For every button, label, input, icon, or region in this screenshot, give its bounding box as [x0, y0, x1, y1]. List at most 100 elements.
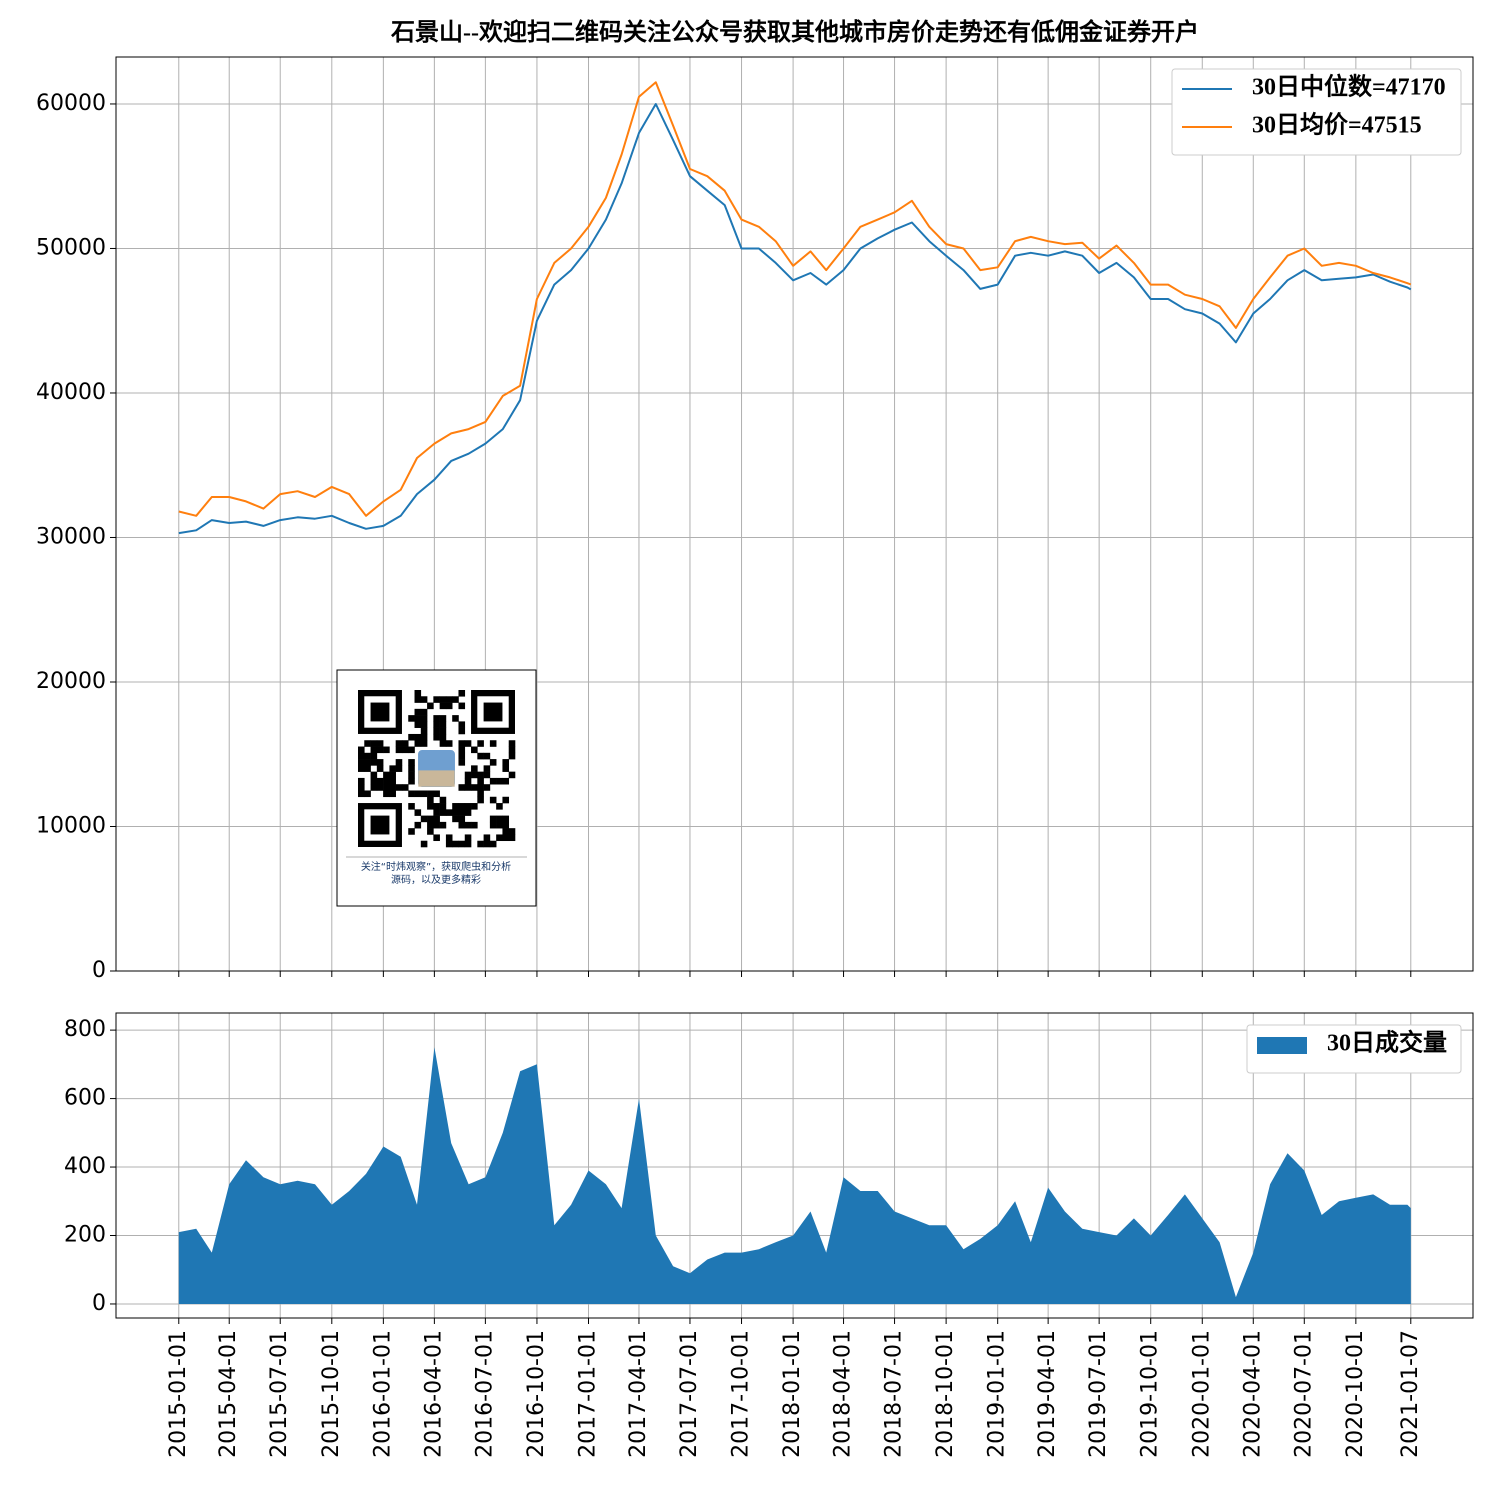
qr-module [489, 777, 497, 785]
qr-module [445, 834, 453, 842]
qr-module [408, 759, 415, 766]
qr-module [376, 746, 384, 754]
qr-module [496, 821, 503, 829]
qr-module [427, 803, 434, 810]
qr-module [489, 759, 497, 766]
qr-module [452, 840, 459, 848]
x-tick-label: 2017-07-01 [677, 1330, 702, 1458]
y-tick-label: 400 [64, 1154, 106, 1179]
qr-module [445, 740, 453, 747]
qr-module [502, 759, 510, 766]
qr-module [458, 690, 466, 697]
y-tick-label: 0 [92, 1291, 106, 1316]
qr-module [408, 746, 415, 754]
qr-module [420, 733, 428, 741]
qr-module [458, 759, 466, 766]
x-tick-label: 2015-01-01 [166, 1330, 191, 1458]
qr-module [458, 702, 466, 710]
qr-module [471, 765, 478, 772]
x-tick-label: 2016-10-01 [524, 1330, 549, 1458]
qr-module [401, 746, 409, 754]
qr-module [508, 746, 516, 754]
y-tick-label: 20000 [36, 669, 106, 694]
qr-module [414, 809, 422, 816]
qr-module [496, 815, 503, 823]
qr-module [483, 784, 491, 791]
qr-module [502, 777, 510, 785]
qr-module [427, 815, 434, 823]
qr-module [508, 740, 516, 747]
qr-module [408, 771, 415, 779]
qr-module [477, 771, 484, 779]
qr-module [452, 815, 459, 823]
qr-module [358, 759, 365, 766]
x-tick-label: 2019-10-01 [1138, 1330, 1163, 1458]
x-tick-label: 2017-10-01 [729, 1330, 754, 1458]
qr-module [389, 790, 396, 798]
y-tick-label: 800 [64, 1017, 106, 1042]
qr-module [408, 765, 415, 772]
qr-module [383, 784, 390, 791]
x-tick-label: 2018-10-01 [933, 1330, 958, 1458]
x-tick-label: 2016-07-01 [472, 1330, 497, 1458]
x-tick-label: 2019-07-01 [1086, 1330, 1111, 1458]
qr-module [408, 733, 415, 741]
qr-module [439, 696, 447, 703]
qr-module [358, 752, 365, 760]
qr-module [489, 840, 497, 848]
qr-module [483, 765, 491, 772]
plot-frame [115, 1012, 1474, 1319]
qr-module [370, 752, 378, 760]
qr-module [458, 740, 466, 747]
qr-module [383, 771, 390, 779]
chart-title: 石景山--欢迎扫二维码关注公众号获取其他城市房价走势还有低佣金证券开户 [390, 18, 1199, 46]
qr-module [364, 790, 371, 798]
qr-module [439, 715, 447, 722]
x-tick-label: 2017-04-01 [626, 1330, 651, 1458]
legend-label: 30日成交量 [1327, 1029, 1447, 1057]
y-tick-label: 600 [64, 1086, 106, 1111]
qr-module [389, 765, 396, 772]
qr-module [489, 740, 497, 747]
qr-module [433, 815, 440, 823]
qr-module [427, 796, 434, 804]
qr-module [483, 840, 491, 848]
x-tick-label: 2020-01-01 [1189, 1330, 1214, 1458]
qr-module [401, 740, 409, 747]
x-tick-label: 2018-01-01 [780, 1330, 805, 1458]
qr-module [370, 740, 378, 747]
qr-module [439, 702, 447, 710]
legend-box [1171, 68, 1462, 156]
qr-module [420, 708, 428, 716]
qr-module [420, 715, 428, 722]
x-tick-label: 2019-04-01 [1035, 1330, 1060, 1458]
qr-module [439, 727, 447, 735]
qr-module [420, 740, 428, 747]
qr-module [496, 803, 503, 810]
qr-module [414, 790, 422, 798]
qr-module [502, 821, 510, 829]
x-tick-label: 2018-04-01 [831, 1330, 856, 1458]
qr-module [439, 721, 447, 728]
y-tick-label: 60000 [36, 91, 106, 116]
y-tick-label: 50000 [36, 235, 106, 260]
qr-caption: 源码，以及更多精彩 [391, 873, 481, 886]
qr-module [445, 696, 453, 703]
qr-module [452, 715, 459, 722]
qr-module [370, 759, 378, 766]
qr-module [370, 777, 378, 785]
qr-module [445, 702, 453, 710]
qr-module [458, 821, 466, 829]
qr-module [489, 796, 497, 804]
qr-module [414, 696, 422, 703]
qr-module [414, 721, 422, 728]
qr-module [395, 765, 403, 772]
qr-module [502, 834, 510, 842]
qr-module [414, 715, 422, 722]
qr-module [477, 796, 484, 804]
qr-module [427, 702, 434, 710]
qr-module [439, 796, 447, 804]
qr-module [464, 834, 472, 842]
